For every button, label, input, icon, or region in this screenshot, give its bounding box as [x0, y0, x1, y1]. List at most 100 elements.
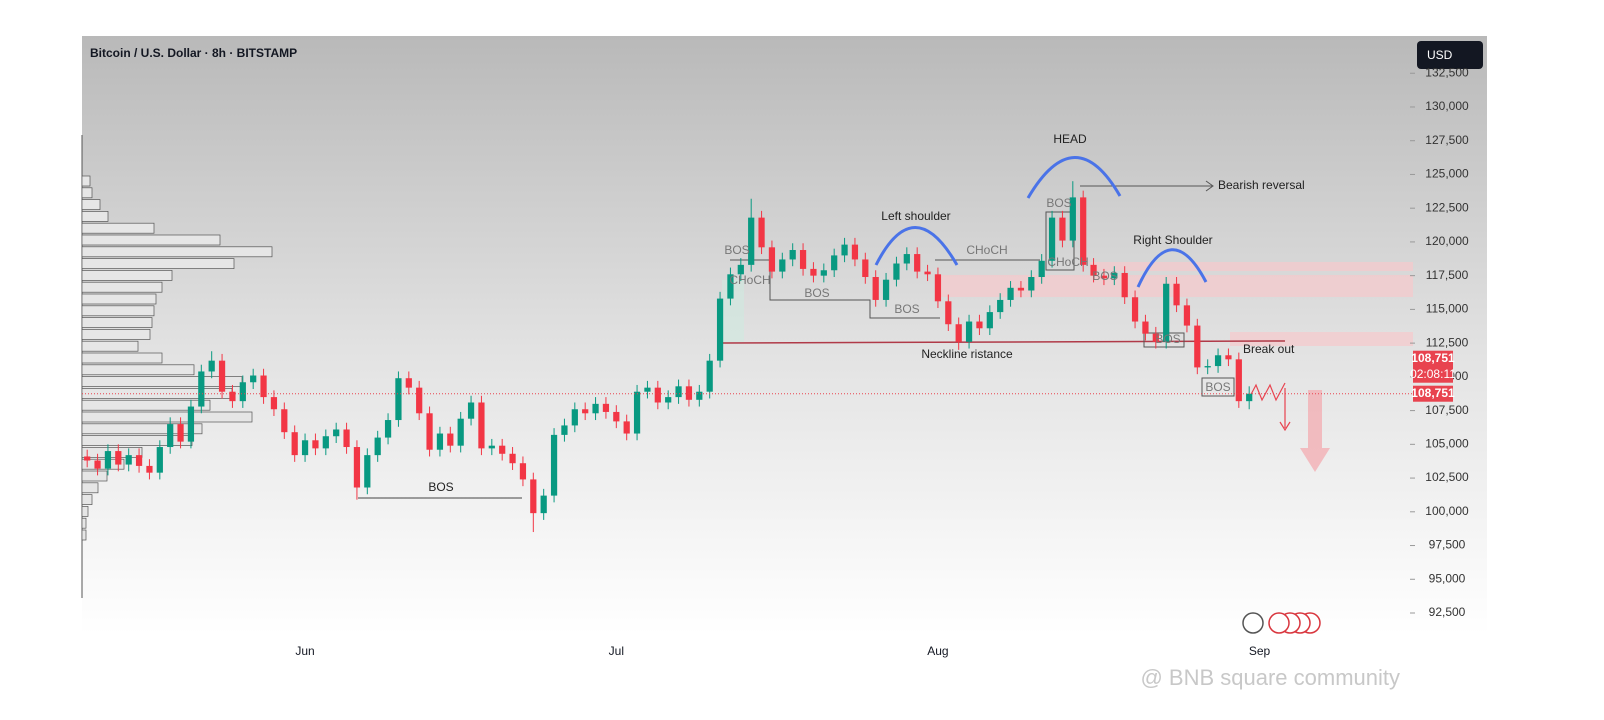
candle-body	[218, 360, 226, 392]
candle-body	[654, 387, 661, 403]
candle-body	[530, 479, 537, 514]
y-tick-label: 130,000	[1425, 99, 1469, 113]
candle-body	[665, 397, 672, 403]
candle-body	[1069, 197, 1076, 241]
candle-body	[810, 268, 817, 276]
profile-bar	[81, 364, 195, 376]
candle-body	[478, 402, 485, 449]
profile-bar	[81, 447, 143, 458]
candle-body	[1080, 197, 1087, 265]
annotation: CHoCH	[1047, 255, 1088, 269]
watermark: @ BNB square community	[1140, 665, 1400, 690]
target-arrow	[1300, 390, 1330, 472]
event-icons	[1242, 612, 1321, 634]
candle-body	[1038, 260, 1045, 278]
profile-bar	[81, 482, 99, 494]
candle-body	[1059, 217, 1066, 241]
candle-body	[1152, 333, 1159, 342]
candle-body	[716, 298, 724, 361]
candle-body	[177, 424, 184, 442]
annotation: CHoCH	[729, 273, 770, 287]
head-arc	[1026, 156, 1122, 199]
y-tick-label: 92,500	[1429, 605, 1466, 619]
y-tick-label: 102,500	[1425, 470, 1469, 484]
candle-body	[903, 254, 910, 264]
candle-body	[841, 244, 848, 256]
y-tick-label: 105,000	[1425, 437, 1469, 451]
profile-bar	[81, 293, 157, 305]
candle-body	[997, 299, 1004, 313]
candle-body	[986, 312, 993, 329]
profile-bar	[81, 199, 101, 210]
candle-body	[1048, 217, 1056, 261]
candle-body	[1246, 393, 1253, 402]
candle-body	[156, 447, 163, 473]
candle-body	[613, 411, 620, 422]
candle-body	[851, 244, 859, 260]
candle-body	[592, 403, 599, 414]
candle-body	[94, 460, 101, 469]
candle-body	[1225, 355, 1232, 360]
candle-body	[187, 406, 195, 442]
annotation: BOS	[1092, 269, 1117, 283]
profile-bar	[81, 494, 93, 505]
candle-body	[799, 250, 807, 269]
candle-body	[229, 391, 236, 402]
candle-body	[1028, 277, 1035, 291]
candle-body	[457, 418, 464, 446]
y-tick-label: 100,000	[1425, 504, 1469, 518]
profile-bar	[81, 305, 155, 317]
profile-bar	[81, 435, 193, 446]
candle-body	[467, 402, 475, 419]
left-shoulder-arc	[874, 226, 959, 266]
annotation: Break out	[1243, 342, 1295, 356]
candle-body	[779, 259, 786, 272]
profile-bar	[81, 470, 108, 482]
currency-button[interactable]	[1417, 41, 1483, 69]
candle-body	[499, 445, 506, 454]
candle-body	[353, 447, 361, 488]
projection-path	[1247, 382, 1286, 402]
candle-body	[250, 375, 257, 383]
y-tick-label: 122,500	[1425, 200, 1469, 214]
candle-body	[955, 324, 962, 342]
annotation: BOS	[1155, 332, 1180, 346]
projection-arrow	[1279, 388, 1291, 432]
profile-bar	[81, 281, 163, 293]
candle-body	[436, 433, 444, 450]
annotation: BOS	[804, 286, 829, 300]
candle-body	[831, 255, 838, 271]
candle-body	[301, 440, 309, 456]
candle-body	[115, 451, 122, 465]
currency-label[interactable]: USD	[1427, 48, 1453, 62]
candle-body	[395, 378, 402, 421]
candle-body	[519, 463, 527, 480]
annotation: BOS	[428, 480, 453, 494]
profile-bar	[81, 529, 87, 541]
y-tick-label: 115,000	[1426, 302, 1469, 316]
candle-body	[312, 440, 319, 449]
profile-bar	[81, 340, 139, 352]
candle-body	[1173, 283, 1180, 306]
volume-profile	[81, 175, 273, 541]
profile-bar	[81, 376, 243, 387]
y-tick-label: 117,500	[1426, 268, 1469, 282]
candle-body	[727, 274, 734, 299]
candle-body	[343, 429, 350, 448]
annotation: BOS	[1046, 196, 1071, 210]
candle-body	[291, 432, 298, 456]
candle-body	[270, 397, 278, 410]
profile-bar	[81, 258, 235, 269]
candle-body	[934, 274, 942, 302]
candle-body	[893, 263, 900, 280]
y-tick-label: 120,000	[1425, 234, 1469, 248]
y-tick-label: 127,500	[1425, 133, 1469, 147]
annotation: Neckline ristance	[921, 347, 1013, 361]
candle-body	[1007, 287, 1014, 300]
y-tick-label: 125,000	[1425, 167, 1469, 181]
annotation: BOS	[1205, 380, 1230, 394]
candle-body	[281, 409, 288, 433]
candle-body	[768, 247, 776, 272]
profile-bar	[81, 329, 151, 340]
